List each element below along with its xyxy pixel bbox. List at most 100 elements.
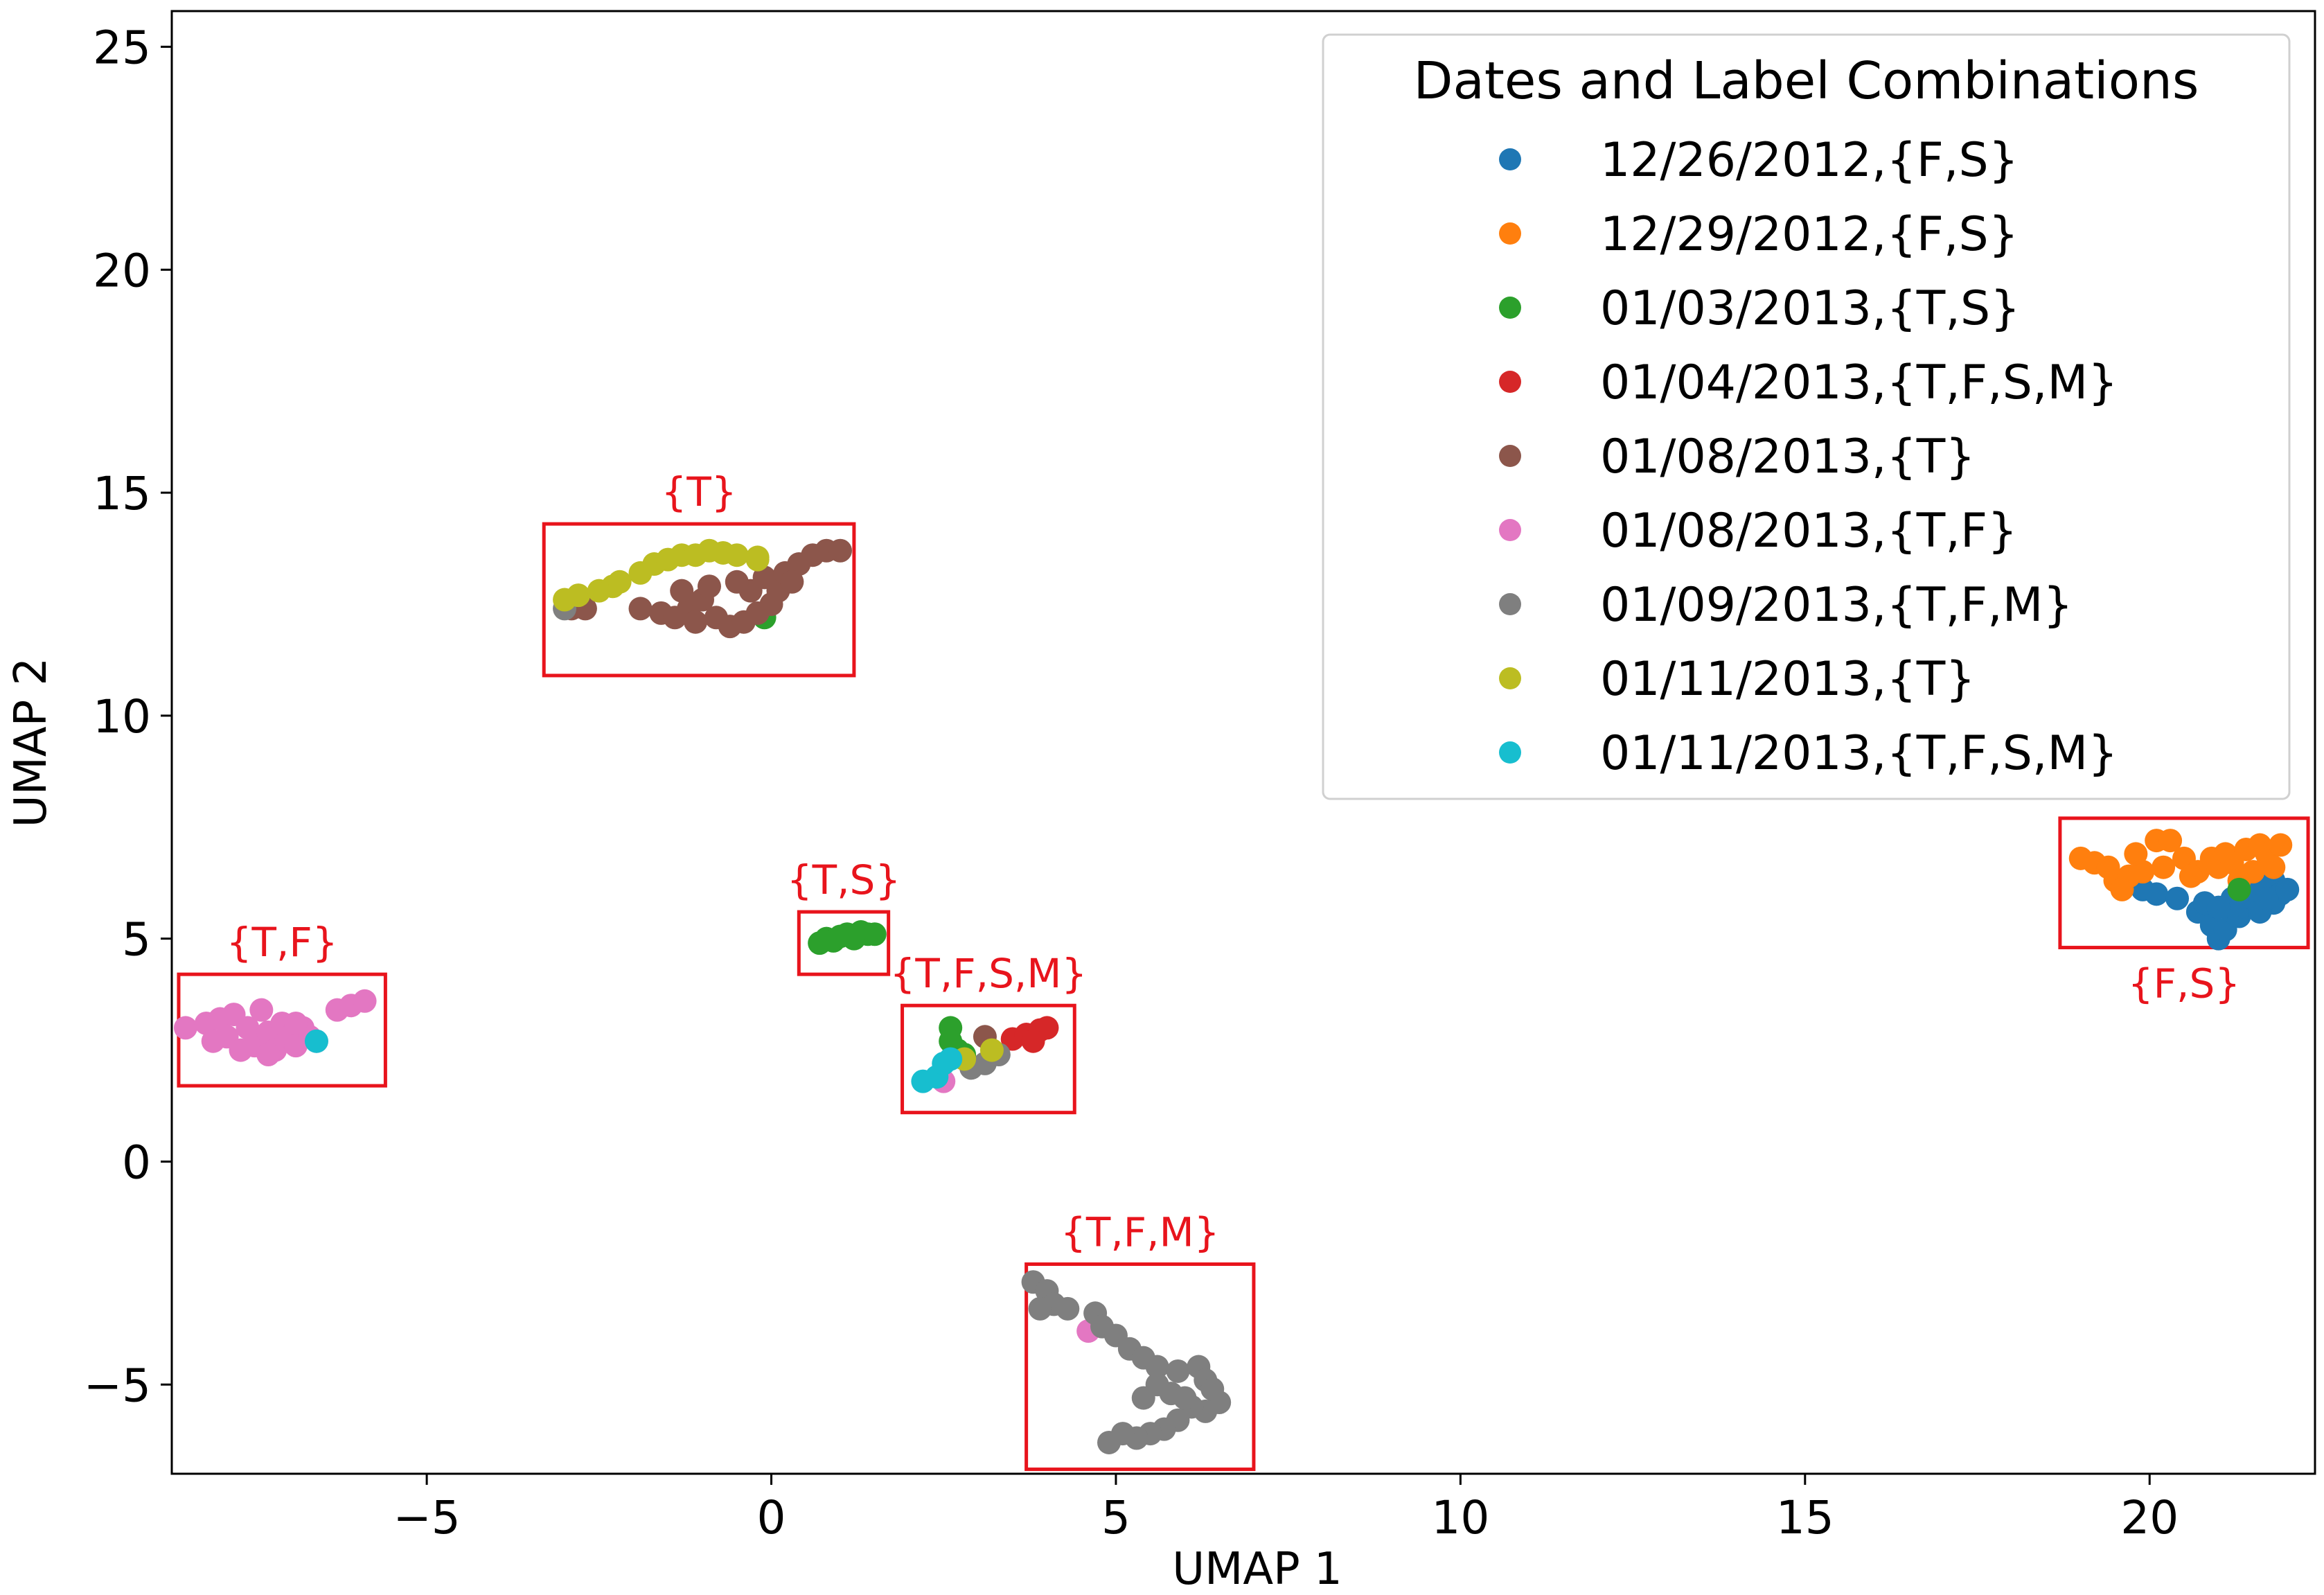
data-point [628,597,653,621]
legend-box [1322,33,2291,800]
data-point [2158,829,2183,853]
y-tick-label: 0 [122,1136,151,1189]
data-point [828,538,853,563]
annotation-label: {T,F,S,M} [890,950,1088,997]
data-point [2110,877,2134,901]
data-point [304,1029,328,1053]
data-point [2131,860,2155,884]
data-point [2206,895,2230,919]
data-point [607,570,632,594]
plot-area-frame [170,10,2316,1475]
series-group [304,1029,963,1093]
data-point [725,570,749,594]
x-tick-label: 20 [2120,1491,2179,1544]
x-tick-label: 15 [1776,1491,1834,1544]
legend-entry-label: 01/03/2013,{T,S} [1600,281,2020,336]
y-tick-label: 15 [93,467,151,520]
data-point [2145,882,2169,906]
data-point [236,1016,260,1040]
legend-title: Dates and Label Combinations [1414,51,2199,111]
y-axis-label: UMAP 2 [6,658,57,828]
legend-marker [1499,519,1521,541]
legend-marker [1499,371,1521,393]
legend-entry-label: 01/11/2013,{T,F,S,M} [1600,726,2118,781]
data-point [2276,877,2300,901]
x-axis-label: UMAP 1 [1172,1544,1342,1595]
legend-entry-label: 01/04/2013,{T,F,S,M} [1600,355,2118,410]
axes-layer: −5 0 5 10 15 20 −5 0 5 10 15 20 25 [84,21,2179,1544]
series-group [560,538,997,1049]
data-point [1097,1430,1121,1454]
data-points-layer [173,538,2300,1454]
legend-marker [1499,445,1521,467]
annotation-label: {T,F} [227,919,338,966]
data-point [862,922,887,946]
data-point [249,998,274,1022]
legend: Dates and Label Combinations 12/26/2012,… [1322,33,2291,800]
data-point [2124,842,2148,866]
series-group [553,538,1004,1071]
annotation-box [797,910,891,976]
legend-entry-label: 01/08/2013,{T} [1600,430,1976,484]
x-tick-label: 5 [1101,1491,1130,1544]
legend-marker [1499,222,1521,245]
data-point [2179,864,2203,888]
legend-marker [1499,593,1521,615]
annotation-box [2058,816,2310,950]
data-point [2165,886,2190,910]
legend-marker [1499,667,1521,689]
legend-marker [1499,148,1521,170]
series-group [1000,1016,1059,1053]
data-point [2262,855,2286,879]
y-tick-label: 10 [93,690,151,743]
x-tick-label: 0 [757,1491,786,1544]
data-point [173,1016,197,1040]
series-group [2068,829,2293,901]
data-point [2255,886,2279,910]
data-point [979,1038,1004,1062]
data-point [284,1011,308,1035]
y-tick-label: 25 [93,21,151,74]
data-point [684,610,708,634]
data-point [229,1038,253,1062]
legend-entry-label: 12/29/2012,{F,S} [1600,207,2019,262]
annotation-label: {T} [661,468,736,515]
x-tick-label: 10 [1431,1491,1489,1544]
y-tick-label: 5 [122,913,151,967]
annotation-box [901,1003,1076,1115]
data-point [745,547,770,572]
data-point [1056,1296,1080,1321]
legend-entry-label: 01/08/2013,{T,F} [1600,504,2017,558]
data-point [2269,833,2293,857]
legend-marker [1499,741,1521,764]
data-point [725,543,749,567]
data-point [780,570,804,594]
legend-marker [1499,297,1521,319]
legend-entry-label: 12/26/2012,{F,S} [1600,133,2019,188]
y-tick-label: 20 [93,244,151,297]
data-point [1021,1029,1045,1053]
annotation-label: {T,S} [787,856,901,904]
data-point [2152,855,2176,879]
data-point [697,574,721,599]
data-point [1028,1296,1052,1321]
legend-entry-label: 01/11/2013,{T} [1600,652,1976,707]
y-tick-label: −5 [84,1359,151,1412]
x-tick-label: −5 [393,1491,460,1544]
legend-entry-label: 01/09/2013,{T,F,M} [1600,578,2073,633]
data-point [1131,1386,1155,1410]
data-point [353,989,377,1013]
annotation-layer: {T} {T,S} {T,F} {T,F,S,M} {T,F,M} {F,S} [177,468,2310,1472]
data-point [1173,1386,1197,1410]
data-point [566,583,590,608]
data-point [752,565,777,590]
annotation-box [542,522,856,678]
annotation-label: {T,F,M} [1061,1209,1220,1256]
data-point [256,1043,281,1067]
annotation-box [1024,1262,1256,1472]
data-point [1145,1355,1169,1379]
data-point [2227,877,2251,901]
data-point [939,1047,963,1071]
data-point [670,579,694,603]
